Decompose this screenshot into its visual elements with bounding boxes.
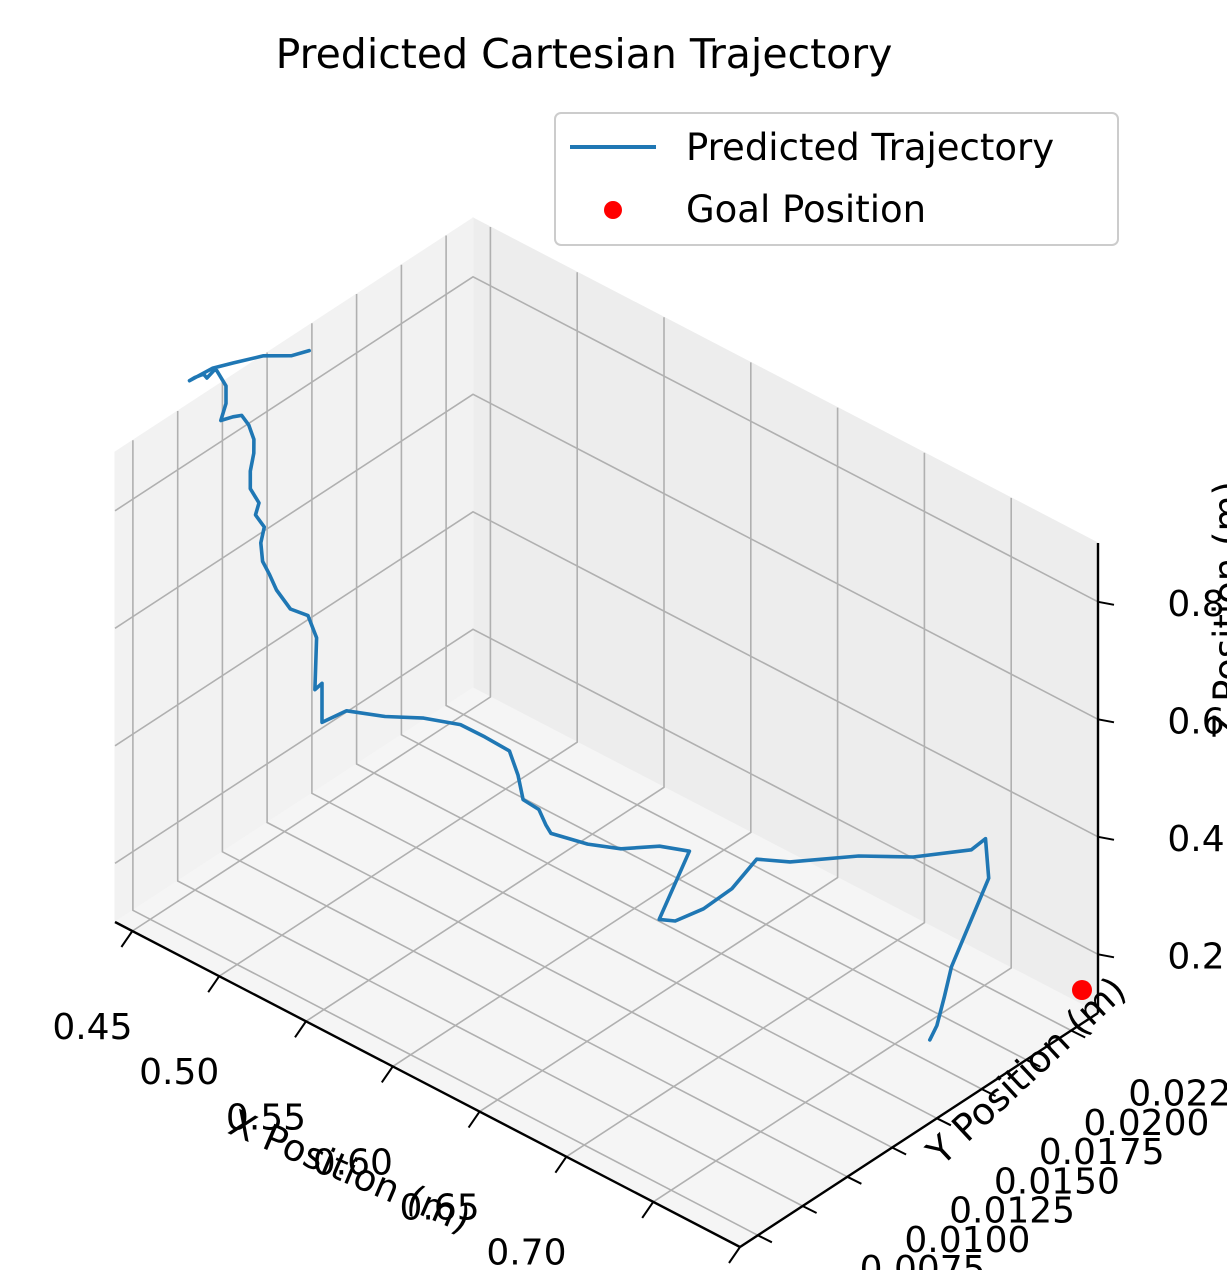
axis-panes (114, 217, 1099, 1248)
z-tick-label: 0.8 (1167, 584, 1224, 625)
x-tick (641, 1201, 655, 1219)
z-tick (1097, 718, 1115, 724)
x-tick-label: 0.50 (139, 1052, 219, 1093)
x-tick (380, 1065, 394, 1083)
legend-label-goal: Goal Position (686, 188, 926, 231)
x-gridline (479, 407, 839, 1113)
z-gridline (114, 628, 1099, 956)
x-tick (294, 1020, 307, 1038)
y-gridline (311, 323, 938, 1120)
y-tick (936, 1117, 952, 1127)
y-gridline (445, 235, 1072, 1032)
y-tick-label: 0.0150 (994, 1161, 1120, 1202)
y-gridline (176, 411, 803, 1207)
x-gridline (392, 362, 752, 1068)
y-gridline (400, 264, 1027, 1061)
z-gridline (114, 510, 1099, 838)
y-gridline (355, 294, 982, 1090)
goal-marker (1072, 980, 1092, 1000)
z-tick (1097, 953, 1115, 959)
z-gridline (114, 393, 1099, 721)
x-tick-label: 0.55 (226, 1097, 306, 1138)
y-tick-label: 0.0175 (1039, 1132, 1165, 1173)
y-gridline (221, 381, 848, 1178)
x-axis-label: X Position (m) (223, 1101, 477, 1241)
chart-title: Predicted Cartesian Trajectory (276, 30, 893, 78)
x-tick (120, 930, 134, 948)
y-gridline (132, 440, 759, 1237)
x-gridline (305, 317, 665, 1022)
y-tick-label: 0.0200 (1083, 1103, 1209, 1144)
z-tick-label: 0.6 (1167, 701, 1224, 742)
x-tick (728, 1246, 741, 1264)
y-tick (802, 1205, 818, 1214)
x-tick-label: 0.45 (52, 1007, 132, 1048)
y-tick-label: 0.0100 (904, 1220, 1030, 1261)
axes-3d: 0.450.500.550.600.650.700.750.800.00500.… (52, 217, 1227, 1270)
y-tick (757, 1234, 773, 1244)
x-axis-line (114, 920, 741, 1249)
axis-lines (114, 543, 1100, 1249)
legend-marker-swatch (604, 201, 622, 219)
x-tick-label: 0.70 (486, 1233, 566, 1270)
y-tick (891, 1146, 907, 1156)
plot-area (187, 348, 1092, 1042)
z-tick (1097, 600, 1115, 606)
legend-box (554, 112, 1119, 246)
trajectory-line (187, 348, 991, 1042)
x-gridline (652, 497, 1013, 1203)
y-axis-line (739, 1011, 1099, 1249)
x-tick (207, 975, 221, 993)
y-tick-label: 0.0225 (1128, 1074, 1227, 1115)
x-tick-label: 0.65 (400, 1188, 480, 1229)
y-tick (846, 1175, 862, 1185)
z-tick-label: 0.2 (1167, 936, 1224, 977)
x-gridline (565, 452, 926, 1158)
axis-ticks: 0.450.500.550.600.650.700.750.800.00500.… (52, 584, 1227, 1270)
legend: Predicted Trajectory Goal Position (554, 112, 1119, 246)
x-gridline (218, 272, 579, 977)
x-tick-label: 0.60 (313, 1142, 393, 1183)
y-tick (1070, 1029, 1086, 1039)
y-tick-label: 0.0075 (860, 1249, 986, 1270)
x-gridline (131, 227, 492, 932)
y-gridline (266, 352, 893, 1149)
z-gridline (114, 275, 1099, 603)
y-tick (981, 1088, 997, 1097)
y-tick-label: 0.0125 (949, 1191, 1075, 1232)
x-tick (467, 1111, 481, 1129)
z-tick-label: 0.4 (1167, 819, 1224, 860)
z-tick (1097, 835, 1115, 841)
y-tick (1025, 1058, 1041, 1068)
legend-label-trajectory: Predicted Trajectory (686, 126, 1054, 169)
z-axis-label: Z Position (m) (1206, 481, 1227, 739)
x-tick (554, 1156, 568, 1174)
